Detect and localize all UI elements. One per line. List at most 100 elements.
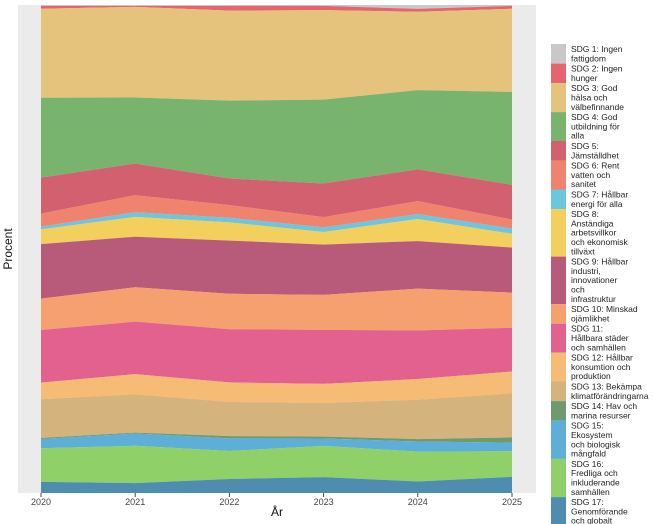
legend-label: utbildning för xyxy=(571,121,620,131)
legend-label: SDG 4: God xyxy=(571,112,618,122)
legend-key xyxy=(551,160,566,190)
legend-label: arbetsvillkor xyxy=(571,228,617,238)
x-tick-label: 2024 xyxy=(408,497,428,507)
legend-label: och samhällen xyxy=(571,342,626,352)
legend-item: SDG 9: Hållbarindustri,innovationerochin… xyxy=(551,256,628,305)
legend-label: energi för alla xyxy=(571,199,623,209)
legend-label: SDG 16: xyxy=(571,459,604,469)
legend-label: hunger xyxy=(571,73,598,83)
legend-label: innovationer xyxy=(571,275,617,285)
legend-label: klimatförändringarna xyxy=(571,391,649,401)
legend-label: marina resurser xyxy=(571,410,631,420)
legend-label: tillväxt xyxy=(571,246,595,256)
y-axis-title: Procent xyxy=(1,228,15,270)
area-sdg-16 xyxy=(41,445,512,484)
legend-label: SDG 5: xyxy=(571,141,599,151)
legend-label: vatten och xyxy=(571,170,610,180)
x-tick-label: 2025 xyxy=(502,497,522,507)
legend-label: SDG 7: Hållbar xyxy=(571,190,628,200)
area-sdg-8 xyxy=(41,216,512,248)
area-sdg-6 xyxy=(41,195,512,229)
area-sdg-14 xyxy=(41,432,512,443)
x-axis-title: År xyxy=(271,504,283,519)
legend-label: SDG 14: Hav och xyxy=(571,401,637,411)
legend-label: produktion xyxy=(571,371,611,381)
legend-label: Genomförande xyxy=(571,506,628,516)
legend-key xyxy=(551,63,566,84)
legend-label: Hållbara städer xyxy=(571,333,629,343)
legend-key xyxy=(551,304,566,324)
legend-key xyxy=(551,44,566,64)
legend-key xyxy=(551,112,566,141)
legend-key xyxy=(551,141,566,161)
legend-label: infrastruktur xyxy=(571,294,616,304)
legend-key xyxy=(551,458,566,498)
legend-key xyxy=(551,401,566,421)
area-sdg-17 xyxy=(41,476,512,493)
x-tick-label: 2023 xyxy=(314,497,334,507)
area-sdg-15 xyxy=(41,433,512,452)
legend-key xyxy=(551,381,566,402)
area-sdg-13 xyxy=(41,393,512,440)
legend-label: SDG 8: xyxy=(571,209,599,219)
legend-label: SDG 15: xyxy=(571,421,604,431)
legend-key xyxy=(551,497,566,524)
legend-label: SDG 2: Ingen xyxy=(571,64,623,74)
area-sdg-11 xyxy=(41,321,512,384)
legend-label: inkluderande xyxy=(571,478,620,488)
legend-label: SDG 9: Hållbar xyxy=(571,257,628,267)
area-sdg-9 xyxy=(41,236,512,299)
legend-label: SDG 6: Rent xyxy=(571,161,620,171)
legend-label: samhällen xyxy=(571,487,610,497)
legend-label: och globalt xyxy=(571,516,613,524)
legend-label: och biologisk xyxy=(571,439,621,449)
x-tick-label: 2021 xyxy=(125,497,145,507)
legend-label: välbefinnande xyxy=(571,102,624,112)
legend-label: och ekonomisk xyxy=(571,237,628,247)
legend-key xyxy=(551,352,566,382)
x-tick-label: 2022 xyxy=(219,497,239,507)
legend-label: Anständiga xyxy=(571,218,614,228)
legend-label: Ekosystem xyxy=(571,430,613,440)
legend-label: industri, xyxy=(571,266,601,276)
legend-label: SDG 1: Ingen xyxy=(571,44,623,54)
legend-label: konsumtion och xyxy=(571,362,631,372)
legend-key xyxy=(551,420,566,459)
x-axis-ticks: 2020 2021 2022 2023 2024 2025 xyxy=(31,493,522,507)
legend-label: SDG 13: Bekämpa xyxy=(571,382,642,392)
area-sdg-10 xyxy=(41,287,512,331)
area-sdg-5 xyxy=(41,163,512,220)
legend-label: fattigdom xyxy=(571,53,606,63)
legend-label: och xyxy=(571,285,585,295)
legend-label: Jämställdhet xyxy=(571,150,619,160)
legend-label: hälsa och xyxy=(571,93,608,103)
legend-label: SDG 12: Hållbar xyxy=(571,353,633,363)
legend-label: SDG 3: God xyxy=(571,83,618,93)
legend-key xyxy=(551,323,566,353)
area-layer xyxy=(41,5,512,493)
area-sdg-2 xyxy=(41,5,512,12)
legend-label: alla xyxy=(571,131,585,141)
x-tick-label: 2020 xyxy=(31,497,51,507)
legend-label: Fredliga och xyxy=(571,468,618,478)
legend-key xyxy=(551,189,566,210)
legend-key xyxy=(551,256,566,305)
legend-item: SDG 5:Jämställdhet xyxy=(551,141,619,161)
legend-key xyxy=(551,209,566,257)
legend-label: SDG 10: Minskad xyxy=(571,304,638,314)
